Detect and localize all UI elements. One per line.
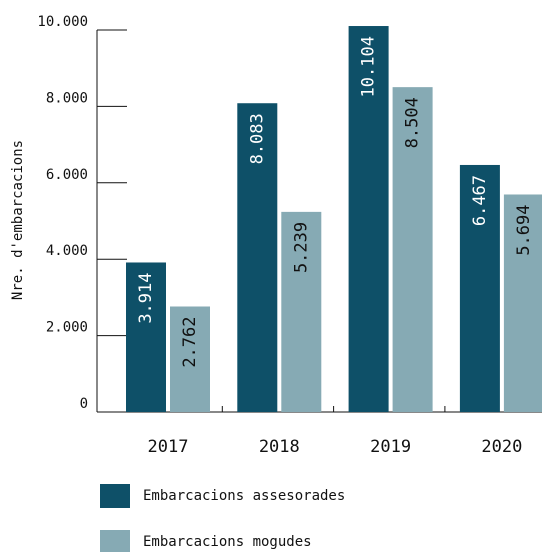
x-tick-label: 2019 bbox=[370, 437, 411, 457]
value-label: 6.467 bbox=[470, 175, 490, 226]
y-tick-label: 10.000 bbox=[37, 14, 88, 30]
legend-swatch bbox=[100, 530, 130, 552]
bar bbox=[392, 87, 433, 412]
y-tick-label: 6.000 bbox=[46, 167, 88, 183]
value-label: 2.762 bbox=[180, 316, 200, 367]
value-label: 8.083 bbox=[247, 113, 267, 164]
bar bbox=[170, 306, 210, 412]
value-label: 5.694 bbox=[514, 204, 534, 255]
x-tick-label: 2017 bbox=[148, 437, 189, 457]
y-axis-label: Nre. d'embarcacions bbox=[10, 140, 26, 300]
value-label: 10.104 bbox=[359, 36, 379, 97]
bar bbox=[459, 164, 500, 412]
bar bbox=[281, 211, 322, 412]
value-label: 3.914 bbox=[136, 272, 156, 323]
y-tick-label: 4.000 bbox=[46, 243, 88, 259]
y-tick-label: 0 bbox=[80, 396, 88, 412]
value-label: 5.239 bbox=[291, 222, 311, 273]
bar bbox=[348, 26, 389, 413]
bar bbox=[503, 194, 542, 412]
legend-swatch bbox=[100, 484, 130, 508]
legend-label: Embarcacions assesorades bbox=[143, 488, 345, 504]
bar bbox=[237, 103, 278, 412]
x-tick-label: 2018 bbox=[259, 437, 300, 457]
x-tick-label: 2020 bbox=[481, 437, 522, 457]
y-tick-label: 2.000 bbox=[46, 320, 88, 336]
bar bbox=[126, 262, 166, 412]
y-tick-label: 8.000 bbox=[46, 90, 88, 106]
legend-label: Embarcacions mogudes bbox=[143, 534, 312, 550]
value-label: 8.504 bbox=[403, 97, 423, 148]
